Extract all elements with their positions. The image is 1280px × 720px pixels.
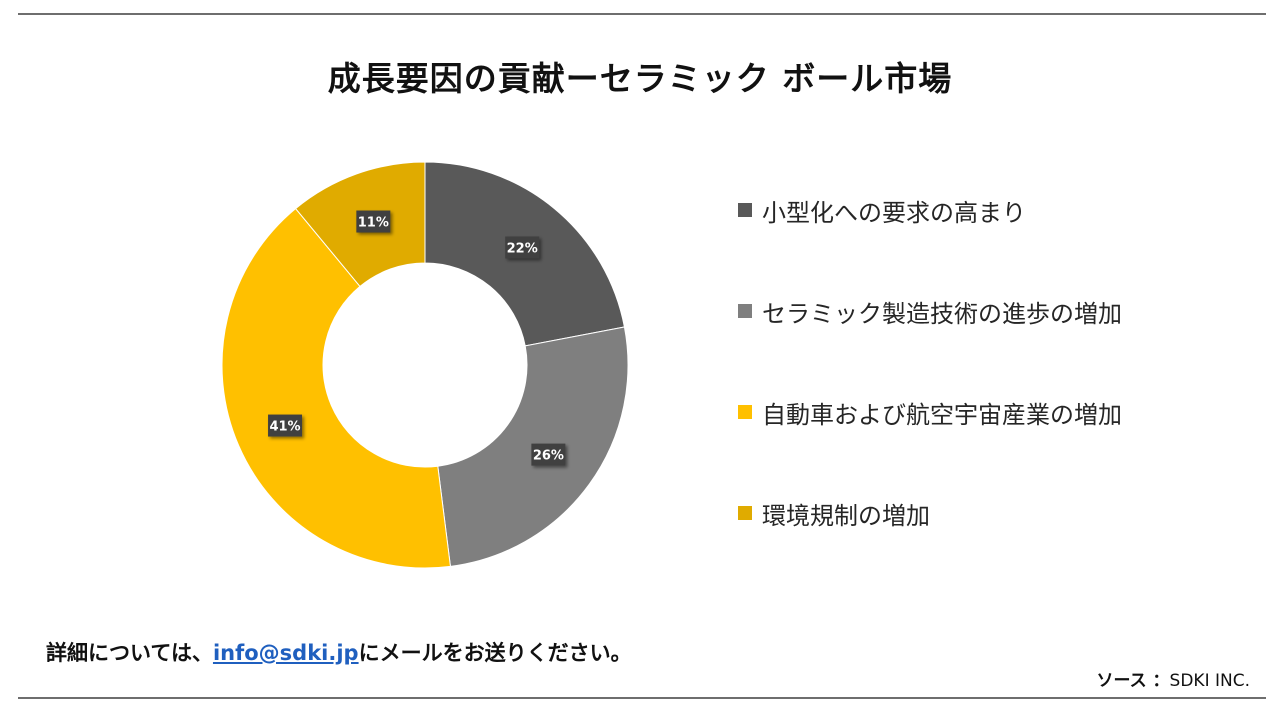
legend-swatch-3 (738, 405, 752, 419)
legend-item-2: セラミック製造技術の進歩の増加 (738, 291, 1122, 331)
source-value: SDKI INC. (1169, 671, 1250, 691)
data-label-text-3: 41% (269, 420, 300, 435)
contact-note-prefix: 詳細については、 (46, 641, 213, 665)
legend-item-1: 小型化への要求の高まり (738, 190, 1026, 230)
data-label-text-2: 26% (533, 449, 564, 464)
top-divider (18, 13, 1266, 15)
data-label-3: 41% (268, 414, 303, 437)
data-label-box-4 (356, 210, 391, 233)
legend-swatch-2 (738, 304, 752, 318)
legend-label-2: セラミック製造技術の進歩の増加 (762, 299, 1122, 328)
legend-item-3: 自動車および航空宇宙産業の増加 (738, 392, 1122, 432)
donut-chart: 22% 26% 41% 11% (221, 161, 629, 569)
data-label-text-4: 11% (358, 216, 389, 231)
donut-slice-3 (221, 207, 452, 569)
legend-label-4: 環境規制の増加 (762, 501, 930, 530)
contact-note: 詳細については、info@sdki.jpにメールをお送りください。 (46, 637, 632, 667)
data-label-2: 26% (531, 443, 566, 466)
data-label-1: 22% (505, 236, 540, 259)
legend-label-3: 自動車および航空宇宙産業の増加 (762, 400, 1122, 429)
chart-title: 成長要因の貢献ーセラミック ボール市場 (327, 59, 953, 98)
data-label-text-1: 22% (507, 241, 538, 256)
source-credit: ソース ：SDKI INC. (1096, 666, 1250, 691)
data-label-4: 11% (356, 210, 391, 233)
data-label-box-3 (268, 414, 303, 437)
contact-note-suffix: にメールをお送りください。 (358, 641, 632, 665)
legend-label-1: 小型化への要求の高まり (762, 198, 1026, 227)
data-label-box-1 (505, 236, 540, 259)
legend-swatch-4 (738, 506, 752, 520)
data-label-box-2 (531, 443, 566, 466)
legend-swatch-1 (738, 203, 752, 217)
legend-item-4: 環境規制の増加 (738, 493, 930, 533)
bottom-divider (18, 697, 1266, 699)
source-label: ソース ： (1096, 671, 1170, 691)
donut-chart-container: 22% 26% 41% 11% (190, 130, 660, 600)
contact-email-link[interactable]: info@sdki.jp (212, 641, 359, 665)
